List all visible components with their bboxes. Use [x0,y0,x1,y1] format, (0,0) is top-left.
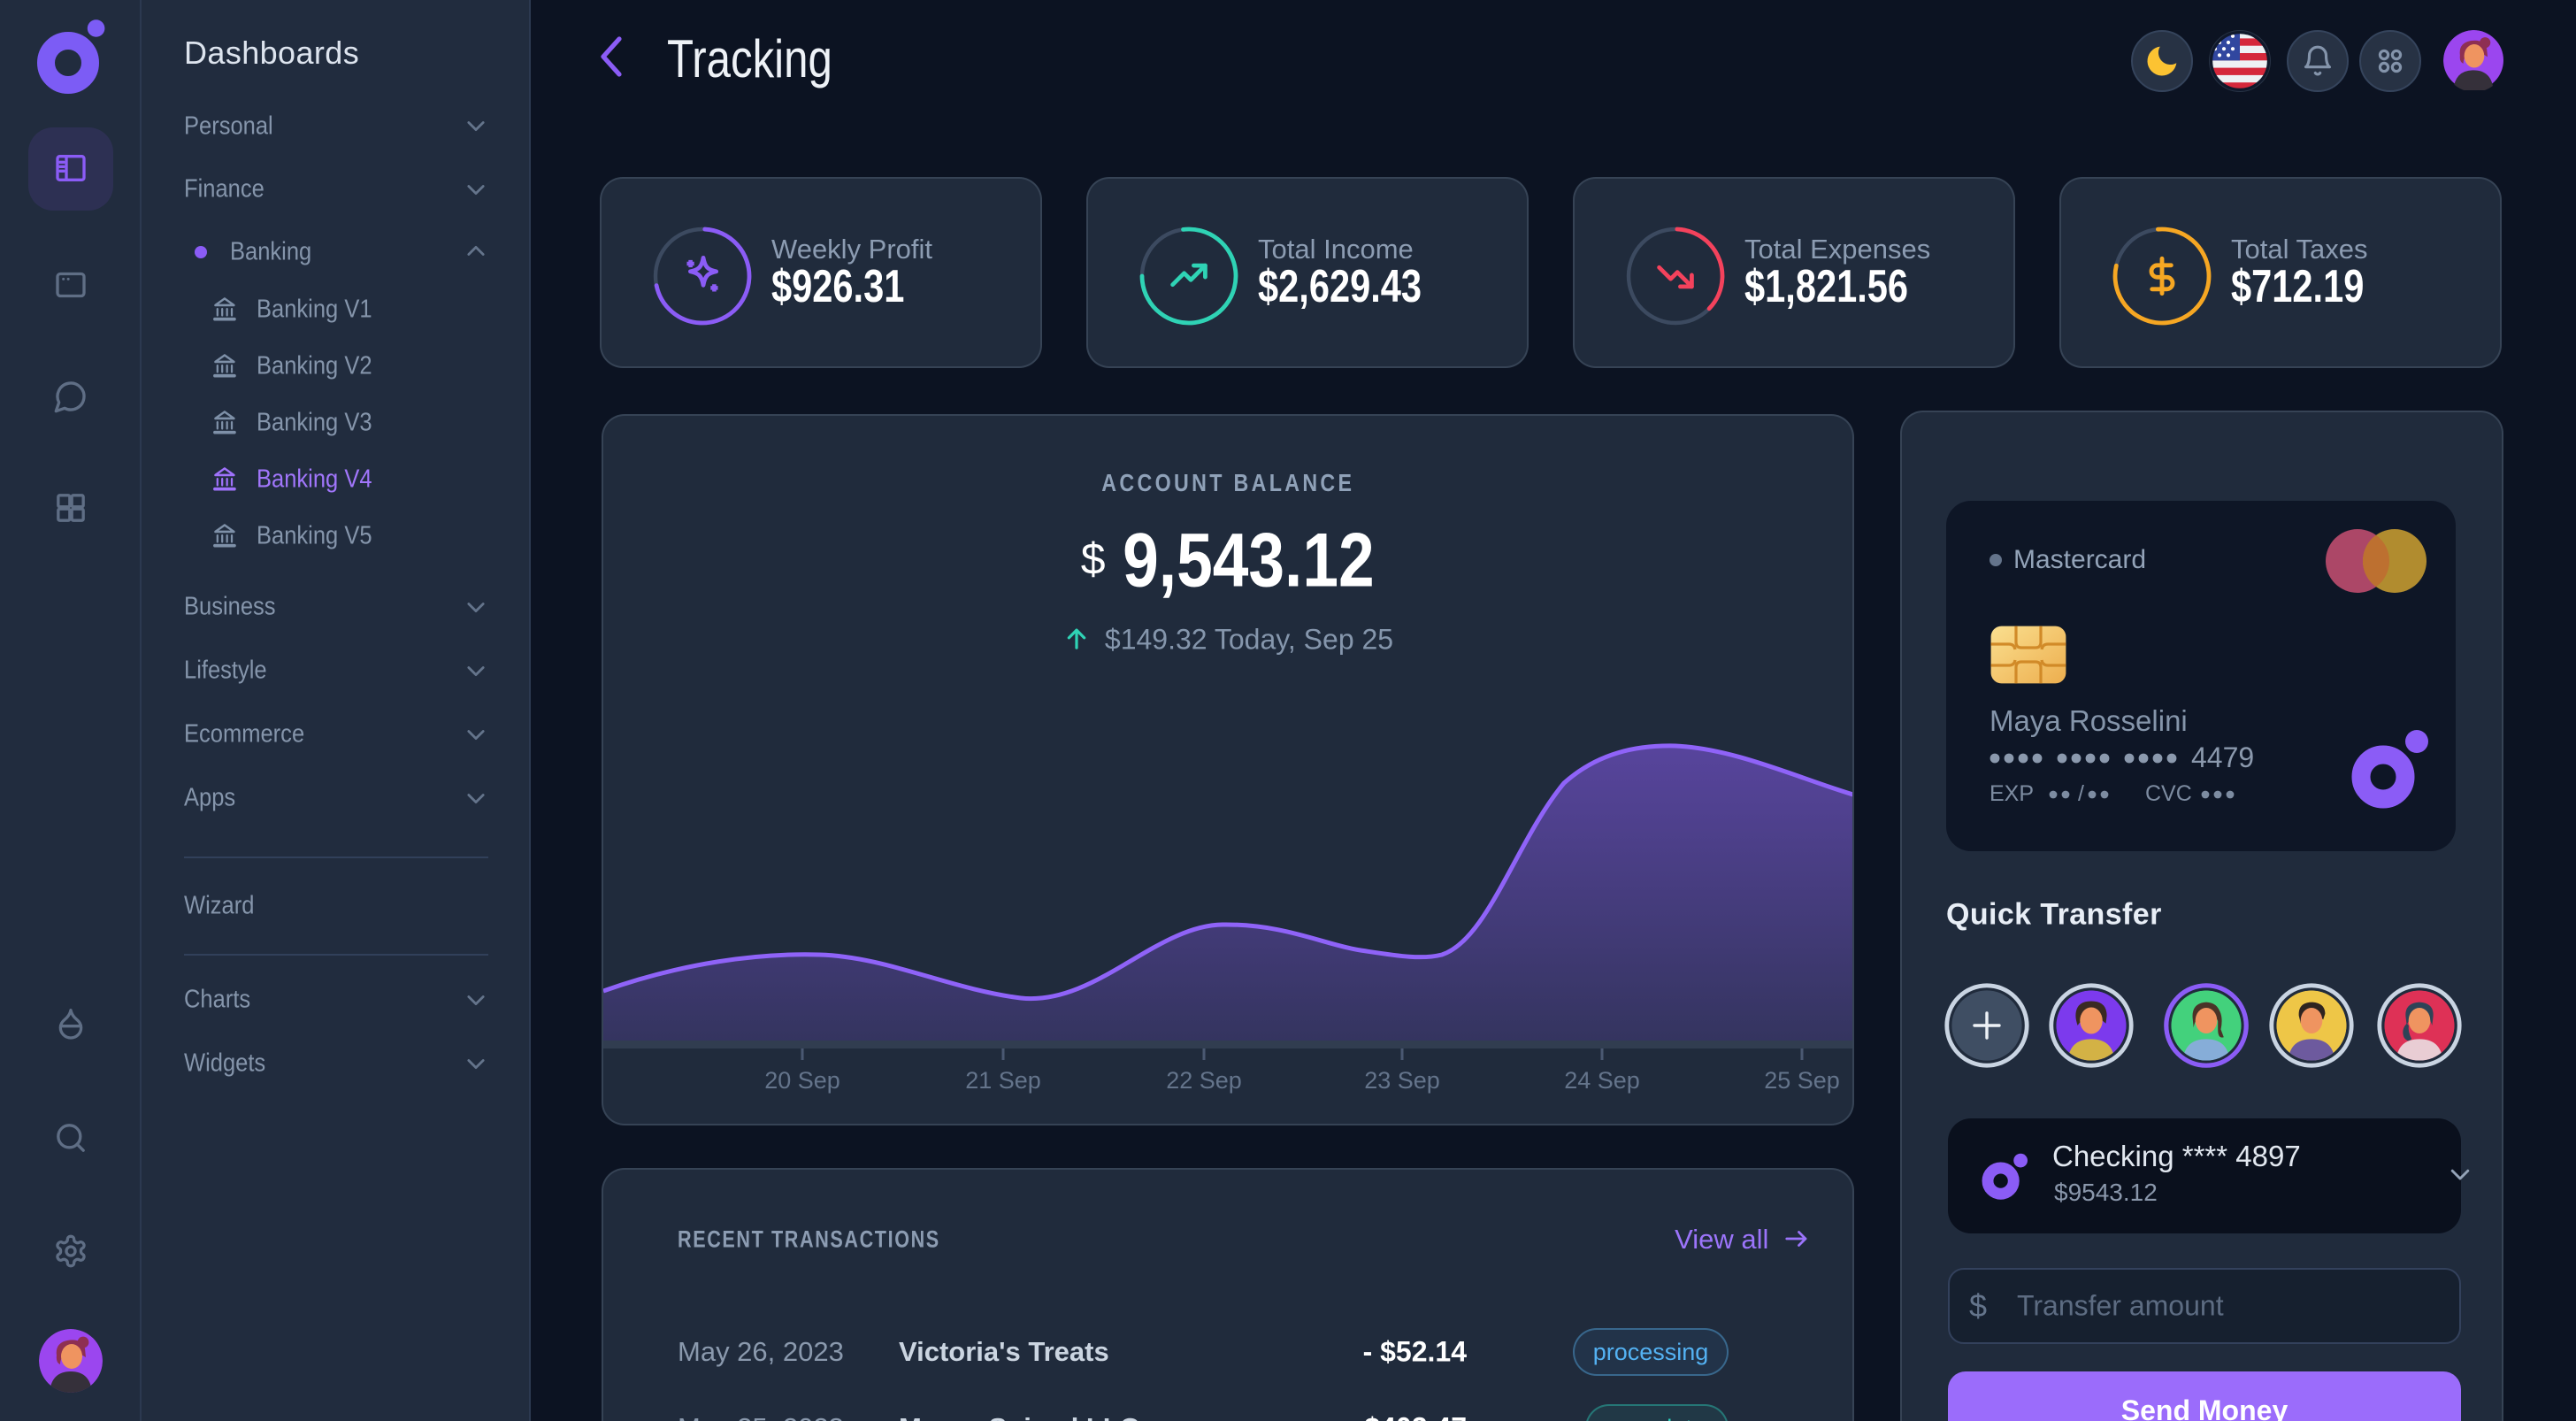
svg-text:4479: 4479 [2191,744,2254,772]
svg-text:/: / [2078,781,2084,806]
svg-text:20 Sep: 20 Sep [764,1067,840,1094]
svg-text:23 Sep: 23 Sep [1364,1067,1440,1094]
svg-text:21 Sep: 21 Sep [965,1067,1041,1094]
svg-text:CVC: CVC [2145,781,2192,806]
svg-text:EXP: EXP [1990,781,2034,806]
svg-text:24 Sep: 24 Sep [1564,1067,1640,1094]
svg-text:25 Sep: 25 Sep [1764,1067,1840,1094]
svg-text:22 Sep: 22 Sep [1166,1067,1242,1094]
